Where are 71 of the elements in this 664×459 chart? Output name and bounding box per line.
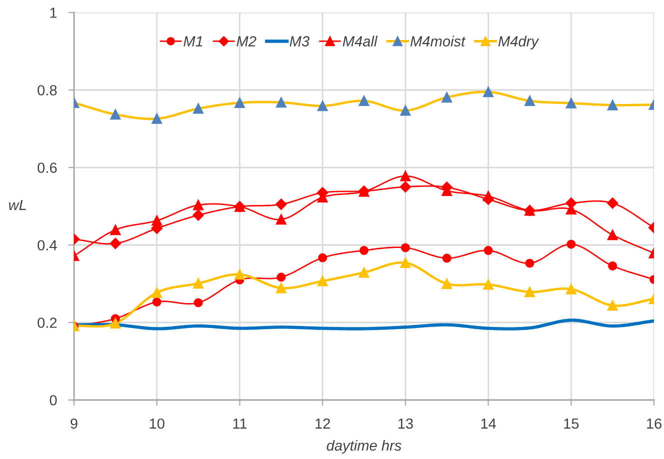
x-tick-label: 16 <box>647 418 662 429</box>
point <box>234 98 245 108</box>
point <box>524 286 535 298</box>
x-tick-label: 10 <box>150 418 164 429</box>
point <box>566 284 576 294</box>
point <box>359 246 369 255</box>
point <box>152 215 162 226</box>
point <box>193 200 204 210</box>
point <box>110 109 121 120</box>
point <box>566 240 576 249</box>
point <box>524 96 535 106</box>
point <box>400 105 411 116</box>
point <box>442 92 452 103</box>
point <box>152 113 162 124</box>
point <box>607 230 618 240</box>
point <box>276 97 286 108</box>
point <box>400 181 412 192</box>
point <box>110 318 121 328</box>
point <box>442 254 452 263</box>
x-tick-label: 9 <box>70 418 78 429</box>
legend-label: M3 <box>290 36 310 46</box>
y-tick-label: 0.8 <box>38 85 57 96</box>
point <box>483 190 494 202</box>
point <box>484 246 493 255</box>
point <box>110 238 122 250</box>
point <box>110 224 121 236</box>
legend-label: M4dry <box>498 36 540 50</box>
legend-label: M4all <box>342 36 378 46</box>
point <box>442 278 452 289</box>
point <box>606 198 618 209</box>
legend-label: M4moist <box>410 36 466 46</box>
x-axis-title: daytime hrs <box>326 440 402 454</box>
y-tick-label: 0.4 <box>38 240 57 250</box>
point <box>607 300 618 311</box>
point <box>193 103 204 114</box>
point <box>193 278 204 289</box>
point <box>400 243 410 252</box>
point <box>276 282 286 294</box>
y-axis-title: wL <box>9 200 26 210</box>
y-tick-label: 0.6 <box>38 162 57 173</box>
point <box>318 253 328 262</box>
point <box>566 98 576 108</box>
x-tick-label: 12 <box>316 418 330 429</box>
x-tick-label: 14 <box>481 418 496 429</box>
legend-label: M1 <box>184 36 202 46</box>
point <box>483 86 494 98</box>
y-tick-label: 1 <box>50 8 57 18</box>
x-tick-label: 11 <box>233 418 247 429</box>
point <box>317 100 328 112</box>
point <box>276 214 286 225</box>
point <box>607 100 618 110</box>
point <box>317 276 328 286</box>
point <box>234 269 245 280</box>
point <box>400 258 411 268</box>
point <box>525 258 534 268</box>
point <box>276 198 287 210</box>
point <box>152 297 162 306</box>
y-tick-label: 0.2 <box>38 318 57 328</box>
point <box>192 210 204 221</box>
point <box>152 287 162 298</box>
point <box>276 272 286 282</box>
point <box>483 279 494 290</box>
point <box>608 261 618 270</box>
point <box>194 298 203 308</box>
point <box>358 96 370 106</box>
point <box>400 170 411 182</box>
y-tick-label: 0 <box>50 395 57 406</box>
x-tick-label: 15 <box>564 418 579 429</box>
x-tick-label: 13 <box>398 418 413 429</box>
legend-label: M2 <box>236 36 256 46</box>
point <box>358 267 370 278</box>
